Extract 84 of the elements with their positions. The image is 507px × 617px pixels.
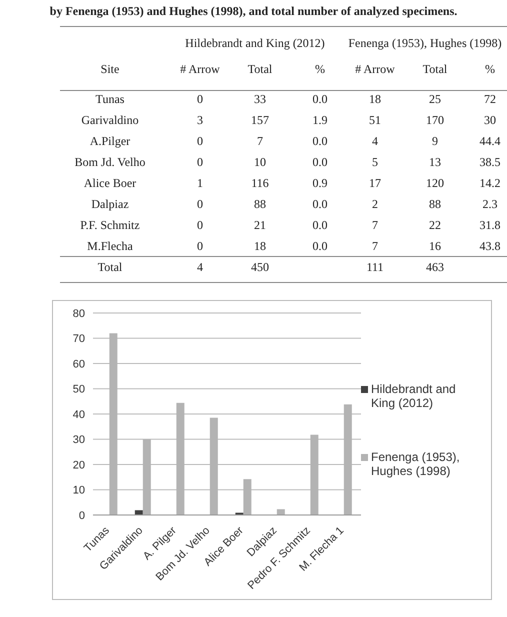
text: 170 — [425, 113, 445, 128]
y-tick-label: 10 — [72, 484, 85, 497]
text: 10 — [253, 155, 267, 170]
text: Fenenga (1953), Hughes (1998) — [347, 36, 503, 51]
text: 0.0 — [312, 218, 328, 233]
text: 31.8 — [478, 218, 502, 233]
text: 0.9 — [312, 176, 328, 191]
y-tick-label: 20 — [72, 459, 85, 472]
text: 0 — [196, 218, 204, 233]
text: Hildebrandt and King (2012) — [184, 36, 326, 51]
legend-label: Hildebrandt and King (2012) — [371, 382, 457, 410]
text: 157 — [250, 113, 270, 128]
text: 450 — [250, 260, 270, 275]
text: 5 — [372, 155, 378, 169]
bar — [134, 510, 143, 515]
text: Alice Boer — [82, 176, 138, 191]
y-tick-label: 50 — [72, 384, 85, 396]
text: 2 — [372, 197, 378, 211]
y-tick-label: 70 — [72, 333, 85, 346]
text: 0.0 — [312, 239, 328, 254]
text: 7 — [372, 239, 378, 253]
text: 111 — [365, 260, 385, 275]
text: 0 — [196, 239, 204, 254]
text: Dalpiaz — [90, 197, 130, 212]
text: 4 — [372, 134, 378, 148]
text: # Arrow — [180, 62, 220, 76]
text: Total — [96, 260, 124, 275]
text: 3 — [196, 113, 204, 128]
text: 116 — [250, 176, 270, 191]
y-tick-label: 60 — [72, 358, 85, 370]
text: 16 — [429, 239, 441, 253]
text: Tunas — [94, 92, 126, 107]
text: 0 — [196, 155, 204, 170]
text: 4 — [196, 260, 204, 275]
text: 1 — [196, 176, 204, 191]
text: 0.0 — [312, 155, 328, 170]
text: # Arrow — [355, 62, 395, 76]
text: 43.8 — [478, 239, 502, 254]
text: Garivaldino — [80, 113, 140, 128]
text: A.Pilger — [88, 134, 132, 149]
text: % — [485, 62, 495, 76]
text: 18 — [253, 239, 267, 254]
text: 21 — [253, 218, 267, 233]
text: 22 — [429, 218, 441, 232]
text: 0.0 — [312, 197, 328, 212]
y-tick-label: 30 — [72, 434, 85, 446]
text: 30 — [484, 113, 496, 127]
y-tick-label: 80 — [72, 308, 85, 320]
text: 17 — [369, 176, 381, 190]
text: 0 — [196, 197, 204, 212]
text: 120 — [426, 176, 444, 190]
text: 0.0 — [312, 134, 328, 149]
text: 9 — [432, 134, 438, 148]
y-tick-label: 40 — [72, 408, 85, 421]
text: 38.5 — [478, 155, 502, 170]
text: 18 — [369, 92, 381, 106]
text: 0.0 — [312, 92, 328, 107]
text: 44.4 — [478, 134, 502, 149]
text: 2.3 — [482, 197, 498, 212]
text: 14.2 — [480, 176, 500, 190]
text: 88 — [253, 197, 267, 212]
text: P.F. Schmitz — [79, 218, 141, 233]
text: Bom Jd. Velho — [74, 155, 146, 170]
y-tick-label: 0 — [78, 510, 85, 522]
text: 0 — [196, 92, 204, 107]
text: Site — [100, 62, 120, 77]
text: 463 — [425, 260, 445, 275]
text: Total — [422, 62, 448, 76]
text: 1.9 — [312, 113, 328, 128]
text: by Fenenga (1953) and Hughes (1998), and total number of analyzed specimens. — [48, 4, 458, 19]
text: 25 — [428, 92, 442, 107]
text: % — [315, 62, 325, 76]
bar — [276, 509, 285, 515]
text: 72 — [483, 92, 497, 107]
text: 88 — [429, 197, 441, 211]
text: 7 — [256, 134, 264, 149]
text: M.Flecha — [86, 239, 134, 254]
text: 33 — [253, 92, 267, 107]
text: Total — [248, 62, 272, 76]
text: 0 — [196, 134, 204, 149]
legend-label: Fenenga (1953), Hughes (1998) — [371, 450, 461, 478]
text: 7 — [372, 218, 378, 232]
text: 13 — [429, 155, 441, 169]
text: 51 — [369, 113, 381, 127]
